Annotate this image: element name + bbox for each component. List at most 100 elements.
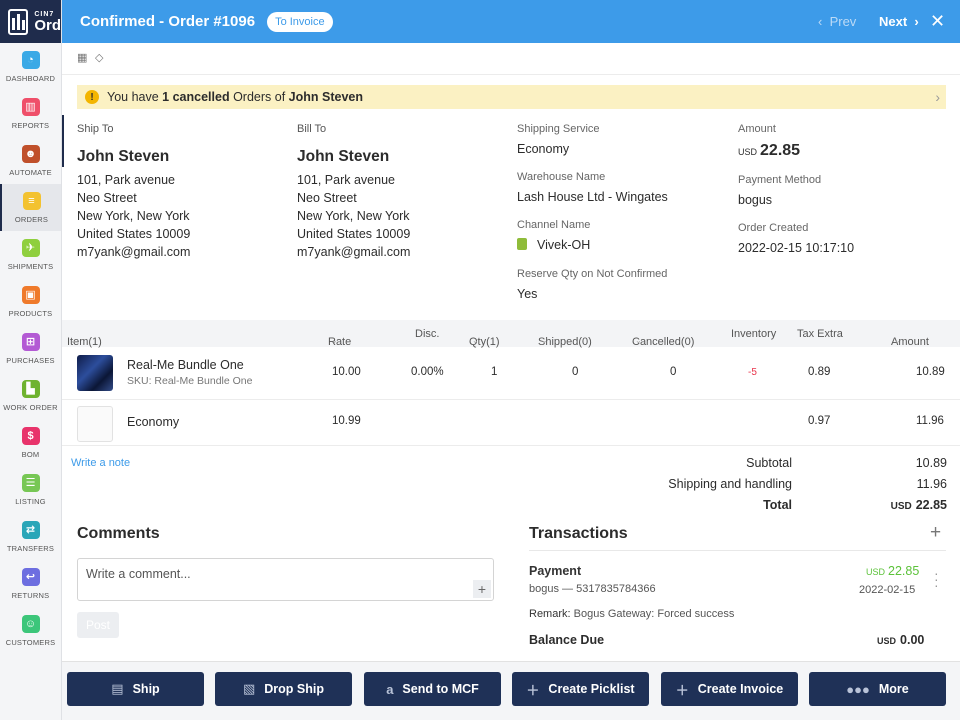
total-currency: USD [890,501,912,512]
banner-middle: Orders of [233,90,286,104]
status-badge[interactable]: To Invoice [267,11,333,32]
sidebar-item-label: BOM [21,449,40,459]
bill-to-line3: New York, New York [297,209,410,223]
item-sku: SKU: Real-Me Bundle One [127,375,253,387]
sidebar-item-label: REPORTS [11,120,50,130]
factory-icon: ▙ [21,379,40,398]
amazon-icon: a [386,681,394,697]
app-logo[interactable]: CIN7 Ord [0,0,61,43]
item-name[interactable]: Real-Me Bundle One [127,358,244,372]
amount-currency: USD [738,147,758,157]
listing-icon: ☰ [21,473,40,492]
ship-to-line1: 101, Park avenue [77,173,175,187]
logo-bottom-text: Ord [34,16,61,34]
item-disc: 0.00% [411,366,444,378]
sort-icon: ⌄ [541,336,548,345]
active-section-indicator [62,115,64,167]
col-tax[interactable]: Tax Extra [797,328,843,340]
ship-button[interactable]: ▤ Ship [67,672,204,706]
sidebar-item-work-order[interactable]: ▙ WORK ORDER [0,372,61,419]
table-row[interactable]: Economy 10.99 0.97 11.96 [62,400,960,446]
box-icon: ▣ [21,285,40,304]
item-inventory[interactable]: -5 [748,367,757,378]
cancelled-orders-banner[interactable]: ! You have 1 cancelled Orders of John St… [77,85,946,109]
sidebar-item-label: SHIPMENTS [7,261,54,271]
write-note-link[interactable]: Write a note [71,457,131,469]
item-amount: 11.96 [916,415,944,427]
ship-to-email: m7yank@gmail.com [77,245,191,259]
order-created-value: 2022-02-15 10:17:10 [738,241,855,255]
create-picklist-button[interactable]: ＋ Create Picklist [512,672,649,706]
more-button[interactable]: ●●● More [809,672,946,706]
robot-icon: ☻ [21,144,40,163]
prev-button[interactable]: ‹ Prev [818,14,856,29]
warning-icon: ! [85,90,99,104]
sidebar-item-bom[interactable]: $ BOM [0,419,61,466]
close-icon[interactable]: ✕ [930,11,946,31]
sidebar-item-label: ORDERS [14,214,49,224]
more-options-icon[interactable]: · · · [934,565,939,593]
balance-label: Balance Due [529,633,605,647]
item-shipped: 0 [572,366,579,378]
channel-value: Vivek-OH [537,238,591,252]
add-attachment-icon[interactable]: + [473,580,491,598]
shipping-service-label: Shipping Service [517,123,600,135]
sidebar-item-listing[interactable]: ☰ LISTING [0,466,61,513]
post-button[interactable]: Post [77,612,119,638]
sidebar-item-shipments[interactable]: ✈ SHIPMENTS [0,231,61,278]
send-to-mcf-button[interactable]: a Send to MCF [364,672,501,706]
payment-date: 2022-02-15 [859,584,916,596]
sidebar: CIN7 Ord ◔ DASHBOARD ▥ REPORTS ☻ AUTOMATE ≡ ORD… [0,0,62,720]
table-row[interactable]: Real-Me Bundle One SKU: Real-Me Bundle O… [62,347,960,400]
tag-icon[interactable]: ◇ [95,52,104,64]
sidebar-item-label: RETURNS [11,590,50,600]
sidebar-item-reports[interactable]: ▥ REPORTS [0,90,61,137]
sidebar-item-products[interactable]: ▣ PRODUCTS [0,278,61,325]
order-created: Order Created 2022-02-15 10:17:10 [738,222,854,255]
sidebar-item-label: AUTOMATE [9,167,52,177]
drop-ship-button[interactable]: ▧ Drop Ship [215,672,352,706]
sidebar-item-customers[interactable]: ☺ CUSTOMERS [0,607,61,654]
item-cancelled: 0 [670,366,677,378]
plus-icon: ＋ [526,682,540,698]
channel: Channel Name Vivek-OH [517,219,590,252]
create-invoice-button[interactable]: ＋ Create Invoice [661,672,798,706]
sidebar-item-orders[interactable]: ≡ ORDERS [0,184,61,231]
reserve-label: Reserve Qty on Not Confirmed [517,268,668,280]
orders-icon: ≡ [22,191,41,210]
total-value: 22.85 [915,498,947,512]
shipping-service: Shipping Service Economy [517,123,600,156]
sidebar-item-transfers[interactable]: ⇄ TRANSFERS [0,513,61,560]
amount: Amount USD 22.85 [738,123,800,160]
item-name: Economy [127,415,180,429]
item-qty: 1 [491,366,498,378]
warehouse-value: Lash House Ltd - Wingates [517,190,668,204]
sidebar-item-dashboard[interactable]: ◔ DASHBOARD [0,43,61,90]
col-disc[interactable]: Disc. [415,328,440,340]
col-inventory[interactable]: Inventory [731,328,777,340]
sort-icon: ⌄ [70,336,77,345]
add-transaction-icon[interactable]: + [930,522,942,543]
chevron-right-icon: › [914,14,919,29]
ship-to-line4: United States 10009 [77,227,191,241]
sidebar-item-label: TRANSFERS [6,543,55,553]
sidebar-item-purchases[interactable]: ⊞ PURCHASES [0,325,61,372]
totals-values: 10.89 11.96 USD 22.85 [820,456,947,519]
ship-to-name: John Steven [77,148,170,165]
banner-name: John Steven [288,90,363,104]
ellipsis-icon: ●●● [846,681,870,697]
payment-label: Payment [529,564,582,578]
sort-icon: ⌄ [331,336,338,345]
sidebar-item-automate[interactable]: ☻ AUTOMATE [0,137,61,184]
shipping-service-value: Economy [517,142,570,156]
drop-ship-icon: ▧ [242,681,256,696]
sidebar-item-returns[interactable]: ↩ RETURNS [0,560,61,607]
divider [529,550,946,551]
sidebar-item-label: PURCHASES [6,355,55,365]
logo-mark-icon [8,8,29,35]
next-button[interactable]: Next › [879,14,919,29]
comment-input[interactable]: Write a comment... + [77,558,494,601]
comment-placeholder: Write a comment... [86,567,191,581]
payment-method-label: Payment Method [738,174,822,186]
calendar-icon[interactable]: ▦ [77,52,88,64]
